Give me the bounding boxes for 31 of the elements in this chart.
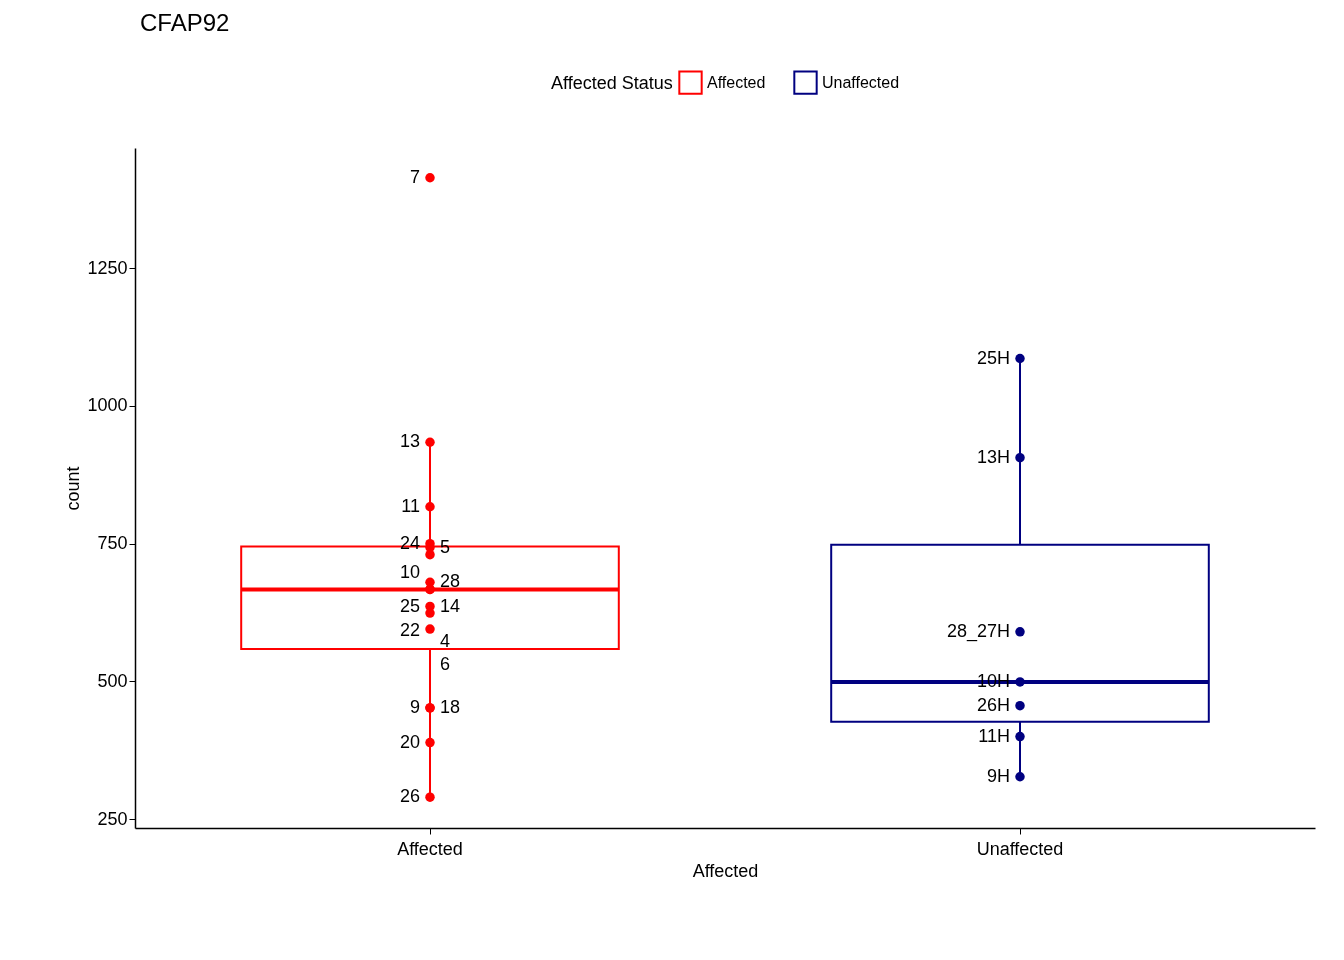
annotation: 22 xyxy=(399,620,420,641)
y-tick-label: 1250 xyxy=(87,257,128,278)
annotation: 10 xyxy=(399,561,420,582)
annotation: 11H xyxy=(978,725,1010,746)
annotation: 11 xyxy=(401,495,420,516)
annotation: 6 xyxy=(440,654,451,675)
annotation: 9 xyxy=(409,696,420,717)
y-tick-label: 750 xyxy=(97,533,128,554)
annotation: 26 xyxy=(399,786,420,807)
y-axis-title: count xyxy=(63,466,84,511)
annotation: 26H xyxy=(976,694,1010,715)
chart-title: CFAP92 xyxy=(139,9,230,36)
y-tick-label: 500 xyxy=(97,670,128,691)
y-tick-label: 1000 xyxy=(87,395,128,416)
annotation: 28 xyxy=(440,571,461,592)
annotation: 20 xyxy=(399,731,420,752)
legend-label: Unaffected xyxy=(822,73,900,91)
annotation: 4 xyxy=(440,631,451,652)
x-axis-title: Affected xyxy=(692,860,759,881)
annotation: 7 xyxy=(409,166,420,187)
annotation: 9H xyxy=(986,765,1010,786)
annotation: 13H xyxy=(976,446,1010,467)
legend-title: Affected Status xyxy=(551,73,673,93)
annotation: 18 xyxy=(440,696,461,717)
y-tick-label: 250 xyxy=(97,808,128,829)
annotation: 14 xyxy=(440,596,461,617)
legend-label: Affected xyxy=(707,73,766,91)
annotation: 13 xyxy=(399,431,420,452)
annotation: 25 xyxy=(399,596,420,617)
annotation: 28_27H xyxy=(946,620,1010,642)
annotation: 25H xyxy=(976,347,1010,368)
